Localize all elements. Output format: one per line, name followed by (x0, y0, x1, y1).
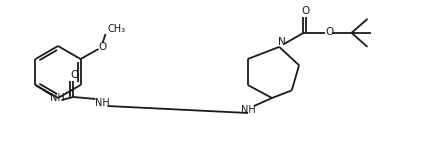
Text: CH₃: CH₃ (108, 24, 126, 34)
Text: N: N (279, 37, 286, 47)
Text: O: O (301, 6, 310, 16)
Text: NH: NH (241, 105, 255, 115)
Text: O: O (325, 27, 334, 37)
Text: NH: NH (50, 93, 65, 103)
Text: O: O (98, 42, 107, 52)
Text: NH: NH (95, 98, 110, 108)
Text: O: O (70, 70, 78, 80)
